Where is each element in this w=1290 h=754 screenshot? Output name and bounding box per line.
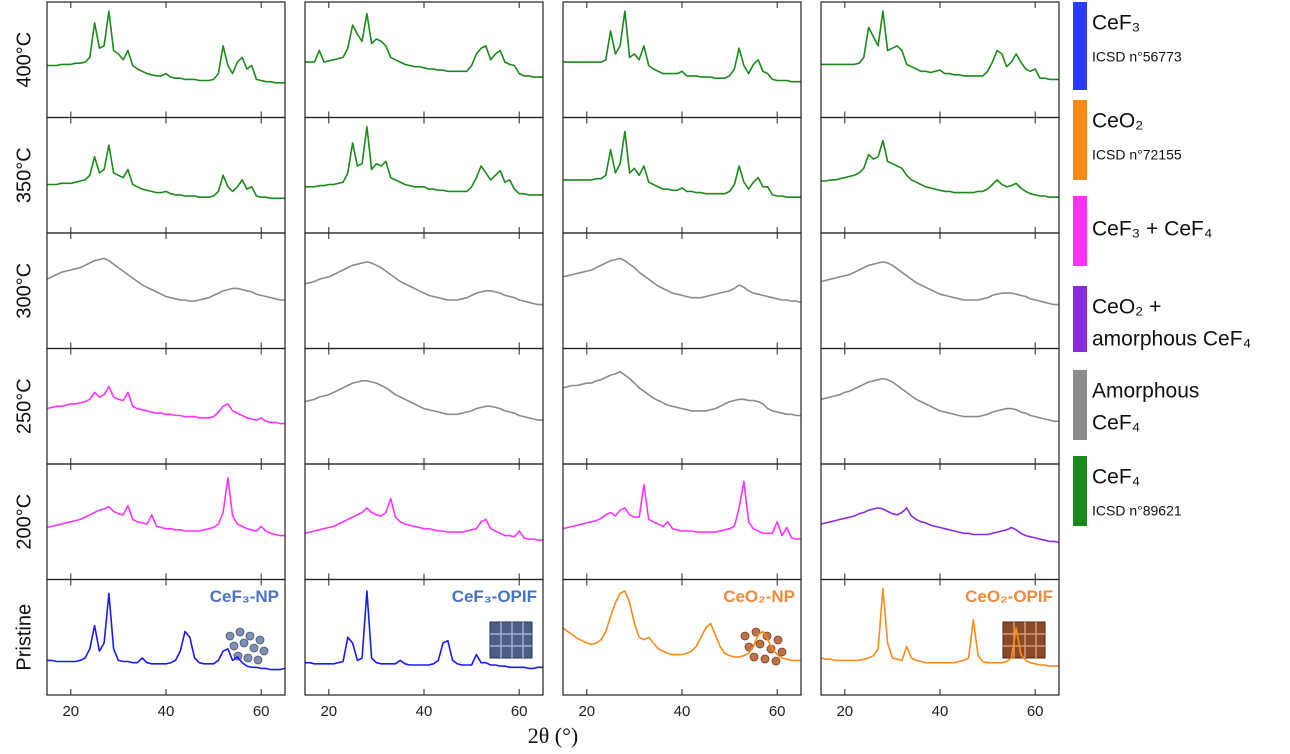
row-label: Pristine xyxy=(13,604,35,671)
xrd-curve xyxy=(563,130,801,198)
x-tick-label: 40 xyxy=(416,703,433,720)
panel-frame xyxy=(304,116,544,234)
panel-frame xyxy=(46,116,286,234)
legend-swatch xyxy=(1073,456,1087,526)
panel-frame xyxy=(820,232,1060,350)
xrd-curve xyxy=(47,144,285,200)
legend-label: CeF₄ xyxy=(1092,412,1140,435)
panel-frame xyxy=(46,347,286,465)
xrd-curve xyxy=(821,139,1059,198)
x-tick-label: 40 xyxy=(674,703,691,720)
xrd-curve xyxy=(47,10,285,84)
panel-frame xyxy=(304,347,544,465)
panel-frame xyxy=(562,232,802,350)
legend-swatch xyxy=(1073,100,1087,180)
sample-label: CeF₃-OPIF xyxy=(452,587,537,606)
legend-label: CeF₃ + CeF₄ xyxy=(1092,218,1212,241)
x-tick-label: 40 xyxy=(158,703,175,720)
opif-icon xyxy=(1002,621,1046,659)
opif-icon xyxy=(489,621,533,659)
xrd-curve xyxy=(821,10,1059,81)
legend-label: CeO₂ + xyxy=(1092,296,1161,319)
legend-swatch xyxy=(1073,196,1087,266)
xrd-curve xyxy=(305,125,543,196)
legend-swatch xyxy=(1073,370,1087,440)
panel-frame xyxy=(562,116,802,234)
xrd-curve xyxy=(305,590,543,670)
panel-frame xyxy=(820,463,1060,581)
legend-label: CeO₂ xyxy=(1092,110,1143,133)
x-tick-label: 60 xyxy=(769,703,786,720)
xrd-curve xyxy=(304,497,543,541)
legend-note: ICSD n°72155 xyxy=(1092,147,1182,163)
x-tick-label: 20 xyxy=(836,703,853,720)
panel-frame xyxy=(820,116,1060,234)
xrd-curve xyxy=(46,385,285,425)
row-label: 200°C xyxy=(13,494,35,550)
panel-frame xyxy=(562,463,802,581)
x-tick-label: 20 xyxy=(62,703,79,720)
xrd-curve xyxy=(47,592,286,671)
legend-swatch xyxy=(1073,2,1087,90)
row-label: 400°C xyxy=(13,32,35,88)
row-label: 350°C xyxy=(13,147,35,203)
xrd-curve xyxy=(820,507,1060,544)
x-tick-label: 60 xyxy=(253,703,270,720)
xrd-curve xyxy=(562,590,801,662)
x-axis-title: 2θ (°) xyxy=(528,723,579,748)
xrd-curve xyxy=(820,261,1059,306)
x-tick-label: 40 xyxy=(932,703,949,720)
legend-note: ICSD n°89621 xyxy=(1092,503,1182,519)
panel-frame xyxy=(304,1,544,119)
sample-label: CeO₂-OPIF xyxy=(965,587,1053,606)
x-tick-label: 20 xyxy=(578,703,595,720)
legend-swatch xyxy=(1073,286,1087,352)
row-label: 300°C xyxy=(13,263,35,319)
xrd-curve xyxy=(46,477,285,537)
panel-frame xyxy=(304,232,544,350)
xrd-curve xyxy=(562,370,801,417)
sample-label: CeO₂-NP xyxy=(723,587,795,606)
nanoparticle-icon xyxy=(225,627,269,665)
legend-label: Amorphous xyxy=(1092,380,1199,403)
legend-label: amorphous CeF₄ xyxy=(1092,328,1251,351)
legend-note: ICSD n°56773 xyxy=(1092,49,1182,65)
x-tick-label: 60 xyxy=(511,703,528,720)
xrd-curve xyxy=(304,261,543,306)
legend-label: CeF₃ xyxy=(1092,12,1140,35)
xrd-curve xyxy=(562,480,801,540)
xrd-curve xyxy=(820,377,1059,423)
row-label: 250°C xyxy=(13,378,35,434)
x-tick-label: 20 xyxy=(320,703,337,720)
x-tick-label: 60 xyxy=(1027,703,1044,720)
sample-label: CeF₃-NP xyxy=(210,587,279,606)
panel-frame xyxy=(46,463,286,581)
nanoparticle-icon xyxy=(740,627,787,666)
xrd-curve xyxy=(46,257,285,302)
xrd-curve xyxy=(305,12,543,78)
xrd-curve xyxy=(562,257,802,304)
xrd-curve xyxy=(304,380,543,421)
panel-frame xyxy=(820,347,1060,465)
legend-label: CeF₄ xyxy=(1092,466,1140,489)
xrd-curve xyxy=(820,587,1059,667)
xrd-curve xyxy=(563,10,801,83)
panel-frame xyxy=(562,1,802,119)
panel-frame xyxy=(46,1,286,119)
panel-frame xyxy=(304,463,544,581)
panel-frame xyxy=(820,1,1060,119)
